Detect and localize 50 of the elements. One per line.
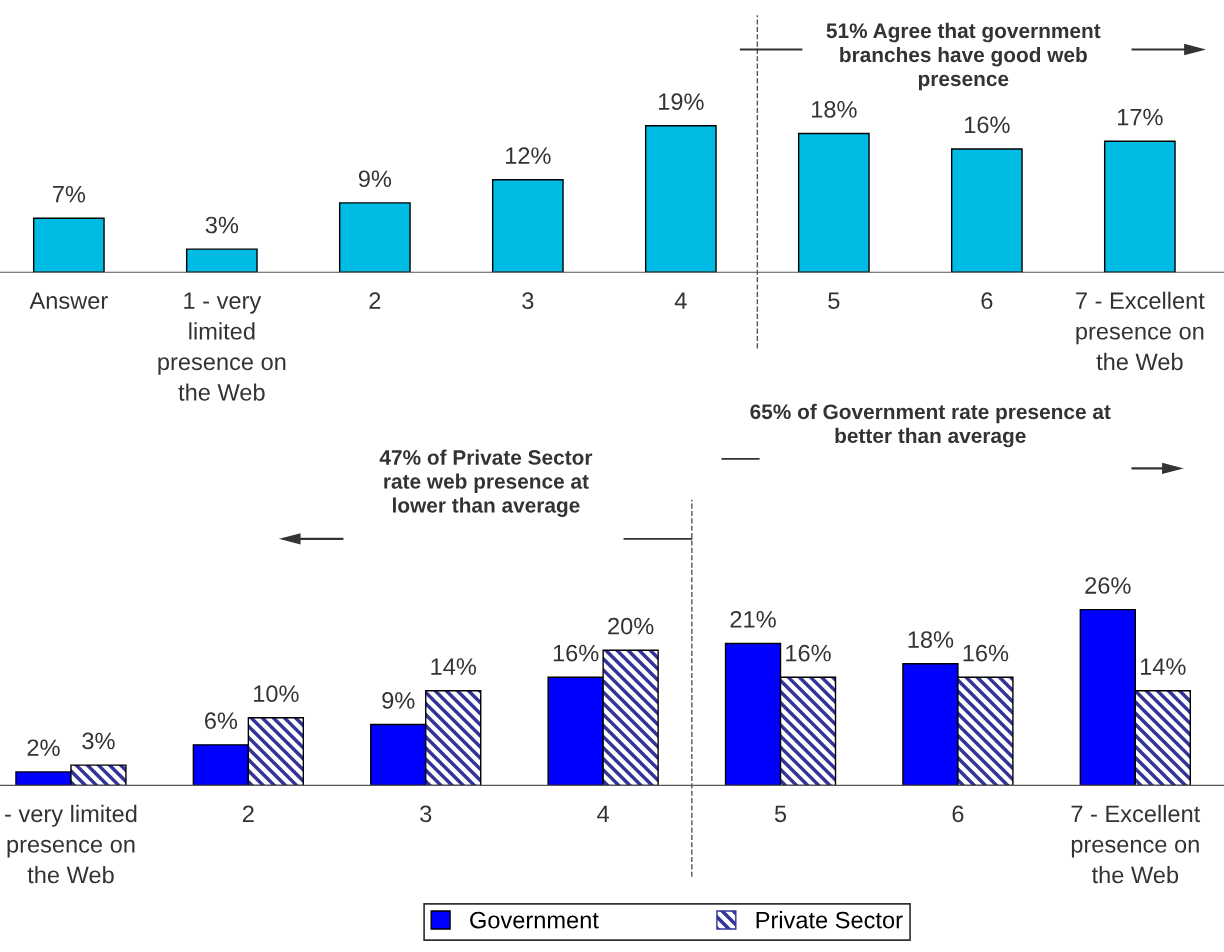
data-label: 7% xyxy=(53,185,86,203)
x-tick-label: 4 xyxy=(597,805,610,822)
x-tick-label: 7 - Excellent presence on the Web xyxy=(1071,804,1201,884)
data-label: 20% xyxy=(608,617,654,635)
data-label: 12% xyxy=(506,147,551,164)
legend-label: Private Sector xyxy=(756,911,903,929)
data-label: 10% xyxy=(254,685,299,703)
x-tick-label: 2 xyxy=(242,805,254,822)
data-label: 16% xyxy=(963,644,1009,662)
bar xyxy=(491,179,564,273)
legend-label: Government xyxy=(470,911,599,929)
data-label: 2% xyxy=(27,739,60,757)
x-tick-label: 7 - Excellent presence on the Web xyxy=(1076,291,1205,371)
data-label: 14% xyxy=(431,658,477,675)
x-tick-label: 1 - very limited presence on the Web xyxy=(158,292,286,401)
data-label: 18% xyxy=(812,101,857,118)
text: 47% of Private Sector rate web presence at lower than average xyxy=(379,449,593,517)
data-label: 9% xyxy=(358,170,392,188)
bar xyxy=(32,217,105,273)
x-tick-label: 4 xyxy=(674,292,687,309)
data-label: 17% xyxy=(1118,108,1163,126)
data-label: 16% xyxy=(965,116,1010,134)
data-label: 16% xyxy=(786,644,831,662)
x-tick-label: - very limited presence on the Web xyxy=(5,804,137,884)
x-tick-label: 2 xyxy=(369,292,381,309)
text: 51% Agree that government branches have good web presence xyxy=(826,22,1101,91)
data-label: 14% xyxy=(1140,658,1186,675)
bar xyxy=(797,132,870,273)
x-tick-label: 6 xyxy=(952,805,964,823)
data-label: 26% xyxy=(1085,577,1131,594)
text: 65% of Government rate presence at better than average xyxy=(750,403,1111,448)
x-tick-label: 5 xyxy=(828,292,840,310)
x-tick-label: 6 xyxy=(981,292,993,310)
bar xyxy=(1103,140,1176,273)
x-tick-label: Answer xyxy=(29,292,108,310)
data-label: 3% xyxy=(205,216,239,234)
x-tick-label: 3 xyxy=(420,805,432,823)
bar xyxy=(950,148,1023,273)
x-tick-label: 5 xyxy=(774,805,787,823)
bar xyxy=(338,202,411,273)
data-label: 21% xyxy=(730,610,776,628)
data-label: 9% xyxy=(382,692,415,709)
data-label: 16% xyxy=(553,644,599,662)
x-tick-label: 3 xyxy=(522,292,534,310)
bar xyxy=(644,125,717,273)
data-label: 18% xyxy=(908,631,954,648)
data-label: 19% xyxy=(659,93,704,111)
data-label: 3% xyxy=(82,732,115,750)
data-label: 6% xyxy=(204,712,238,730)
bar xyxy=(185,248,258,273)
